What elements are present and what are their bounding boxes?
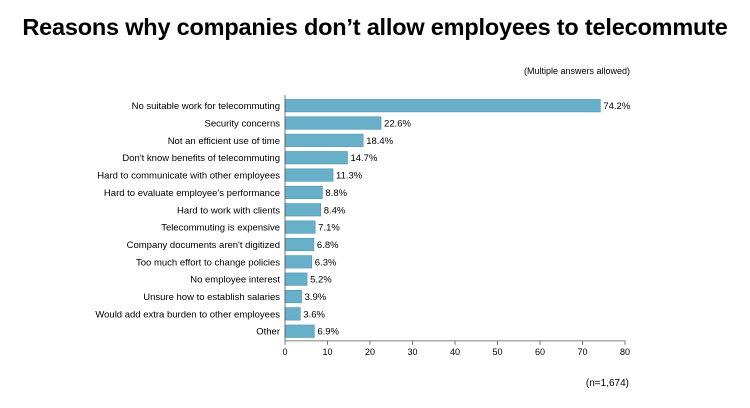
bar [284, 168, 334, 182]
bar [284, 255, 313, 269]
category-label: Not an efficient use of time [168, 136, 280, 147]
bar [284, 220, 316, 234]
x-tick-label: 10 [322, 347, 332, 357]
value-label: 22.6% [384, 119, 411, 130]
value-label: 5.2% [310, 275, 332, 286]
category-label: No employee interest [190, 275, 280, 286]
category-label: Hard to communicate with other employees [97, 171, 280, 182]
multiple-answers-note: (Multiple answers allowed) [523, 66, 630, 76]
x-tick-label: 50 [492, 347, 502, 357]
category-label: Hard to evaluate employee's performance [104, 188, 280, 199]
bar [284, 272, 308, 286]
bar [284, 307, 301, 321]
bar [284, 289, 302, 304]
value-label: 74.2% [603, 101, 630, 112]
x-tick-label: 30 [407, 347, 417, 357]
value-label: 6.3% [315, 257, 337, 268]
category-label: Telecommuting is expensive [161, 223, 280, 234]
bar [284, 237, 315, 252]
category-label: Company documents aren't digitized [127, 240, 280, 251]
sample-size-label: (n=1,674) [585, 378, 629, 389]
category-label: Hard to work with clients [177, 205, 280, 216]
category-label: No suitable work for telecommuting [132, 101, 280, 112]
value-label: 6.9% [317, 327, 339, 338]
category-label: Security concerns [204, 119, 280, 130]
x-tick-label: 70 [577, 347, 587, 357]
value-label: 6.8% [317, 240, 339, 251]
category-label: Too much effort to change policies [136, 257, 280, 268]
bar [284, 133, 364, 147]
value-label: 7.1% [318, 223, 340, 234]
bar [284, 185, 323, 199]
value-label: 8.8% [325, 188, 347, 199]
value-label: 3.9% [305, 292, 327, 303]
value-label: 14.7% [350, 153, 377, 164]
category-label: Other [256, 327, 280, 338]
x-tick-label: 40 [450, 347, 460, 357]
value-label: 18.4% [366, 136, 393, 147]
bar [284, 203, 322, 217]
category-label: Don't know benefits of telecommuting [122, 153, 280, 164]
category-label: Unsure how to establish salaries [143, 292, 280, 303]
value-label: 8.4% [324, 205, 346, 216]
x-tick-label: 0 [282, 347, 287, 357]
bar [284, 99, 601, 113]
bar [284, 324, 315, 338]
chart-title: Reasons why companies don’t allow employ… [22, 14, 728, 40]
category-label: Would add extra burden to other employee… [95, 309, 280, 320]
value-label: 3.6% [303, 309, 325, 320]
x-tick-label: 60 [535, 347, 545, 357]
bar [284, 151, 348, 165]
value-label: 11.3% [336, 171, 363, 182]
x-tick-label: 20 [365, 347, 375, 357]
bar [284, 116, 382, 130]
x-tick-label: 80 [620, 347, 630, 357]
